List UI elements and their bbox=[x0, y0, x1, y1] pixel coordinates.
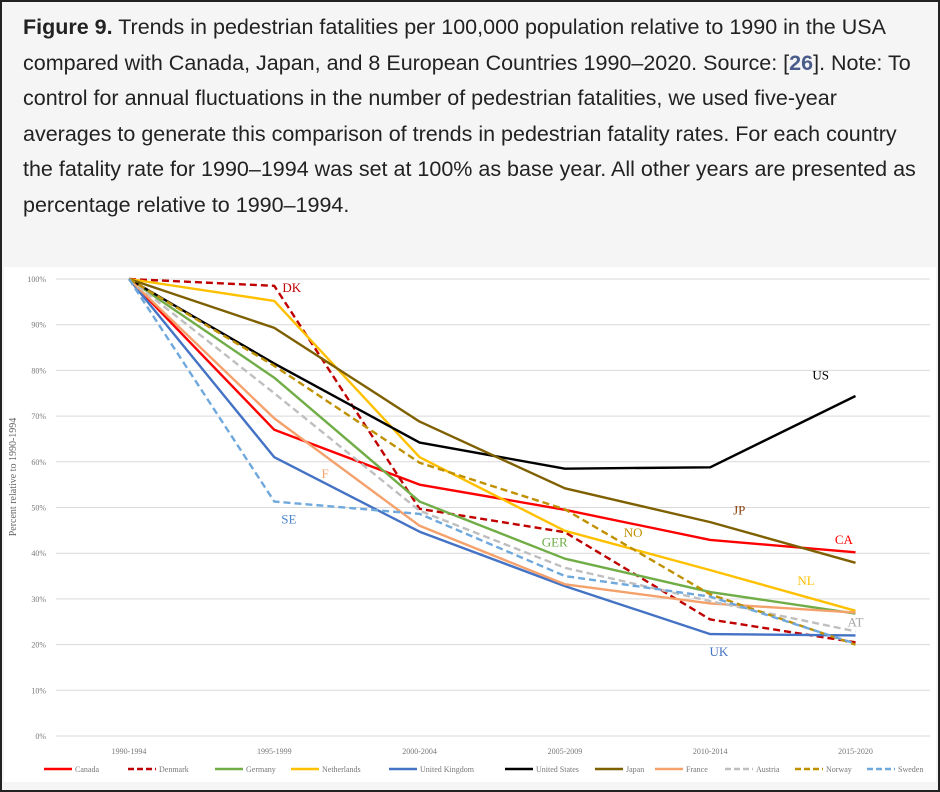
y-tick-label: 80% bbox=[31, 366, 46, 375]
legend-label: United States bbox=[536, 765, 579, 774]
x-tick-label: 2010-2014 bbox=[693, 747, 728, 756]
annotation-nl: NL bbox=[797, 573, 814, 588]
legend-label: Canada bbox=[75, 765, 99, 774]
x-tick-label: 1990-1994 bbox=[112, 747, 147, 756]
legend-item-canada: Canada bbox=[44, 765, 99, 774]
y-tick-label: 20% bbox=[31, 641, 46, 650]
legend-item-netherlands: Netherlands bbox=[291, 765, 361, 774]
series-annotations: DK F SE GER NO UK JP CA NL AT US bbox=[281, 280, 863, 659]
line-chart: 0% 10% 20% 30% 40% 50% 60% 70% 80% 90% 100% 1990-1… bbox=[8, 275, 930, 774]
legend-label: Netherlands bbox=[322, 765, 361, 774]
legend-label: Sweden bbox=[898, 765, 923, 774]
legend-item-denmark: Denmark bbox=[128, 765, 189, 774]
reference-link[interactable]: 26 bbox=[789, 50, 814, 75]
series-line-netherlands bbox=[128, 277, 856, 612]
y-tick-label: 50% bbox=[31, 504, 46, 513]
x-tick-label: 2015-2020 bbox=[838, 747, 873, 756]
legend-label: Denmark bbox=[159, 765, 189, 774]
y-tick-label: 100% bbox=[27, 275, 46, 284]
x-tick-label: 2005-2009 bbox=[548, 747, 583, 756]
x-tick-labels: 1990-1994 1995-1999 2000-2004 2005-2009 2010… bbox=[112, 747, 873, 756]
legend-label: Japan bbox=[626, 765, 644, 774]
annotation-no: NO bbox=[624, 525, 643, 540]
x-tick-label: 1995-1999 bbox=[257, 747, 292, 756]
chart-area: 0% 10% 20% 30% 40% 50% 60% 70% 80% 90% 100% 1990-1… bbox=[4, 267, 936, 782]
series-line-canada bbox=[128, 278, 856, 554]
legend-item-france: France bbox=[655, 765, 708, 774]
annotation-us: US bbox=[812, 368, 829, 383]
y-tick-label: 30% bbox=[31, 595, 46, 604]
y-tick-label: 60% bbox=[31, 458, 46, 467]
series-line-norway bbox=[128, 277, 856, 646]
series-line-austria bbox=[128, 278, 856, 633]
gridlines bbox=[56, 278, 930, 737]
y-tick-label: 0% bbox=[35, 732, 46, 741]
y-tick-label: 40% bbox=[31, 549, 46, 558]
annotation-se: SE bbox=[281, 511, 296, 526]
x-tick-label: 2000-2004 bbox=[402, 747, 437, 756]
y-tick-label: 90% bbox=[31, 321, 46, 330]
legend-label: United Kingdom bbox=[420, 765, 475, 774]
caption-text-1: Trends in pedestrian fatalities per 100,… bbox=[23, 15, 885, 75]
y-tick-label: 70% bbox=[31, 412, 46, 421]
annotation-ger: GER bbox=[542, 534, 568, 549]
y-tick-label: 10% bbox=[31, 686, 46, 695]
legend-label: Norway bbox=[826, 765, 852, 774]
legend-item-austria: Austria bbox=[725, 765, 780, 774]
series-line-sweden bbox=[127, 278, 856, 645]
figure-caption: Figure 9. Trends in pedestrian fatalitie… bbox=[23, 10, 923, 223]
y-tick-labels: 0% 10% 20% 30% 40% 50% 60% 70% 80% 90% 100% bbox=[27, 275, 46, 741]
legend-item-united-states: United States bbox=[505, 765, 579, 774]
legend-label: France bbox=[686, 765, 708, 774]
series-line-united-states bbox=[128, 277, 857, 470]
annotation-dk: DK bbox=[282, 280, 301, 295]
series-line-denmark bbox=[128, 277, 856, 644]
series-line-japan bbox=[128, 277, 856, 564]
annotation-f: F bbox=[322, 466, 329, 481]
annotation-ca: CA bbox=[835, 532, 854, 547]
series-lines bbox=[127, 277, 857, 646]
figure-label: Figure 9. bbox=[23, 15, 113, 39]
annotation-at: AT bbox=[848, 614, 864, 629]
legend-item-united-kingdom: United Kingdom bbox=[389, 765, 475, 774]
legend-label: Austria bbox=[756, 765, 780, 774]
series-line-united-kingdom bbox=[128, 278, 856, 637]
series-line-germany bbox=[128, 278, 856, 615]
legend-item-japan: Japan bbox=[595, 765, 644, 774]
legend: Canada Denmark Germany Netherlands United Ki… bbox=[44, 765, 923, 774]
annotation-jp: JP bbox=[733, 502, 745, 517]
caption-text-2: ]. Note: To control for annual fluctuati… bbox=[23, 50, 916, 217]
legend-label: Germany bbox=[246, 765, 276, 774]
legend-item-sweden: Sweden bbox=[867, 765, 923, 774]
annotation-uk: UK bbox=[710, 644, 729, 659]
legend-item-norway: Norway bbox=[795, 765, 852, 774]
legend-item-germany: Germany bbox=[215, 765, 276, 774]
y-axis-label: Percent relative to 1990-1994 bbox=[8, 418, 19, 537]
